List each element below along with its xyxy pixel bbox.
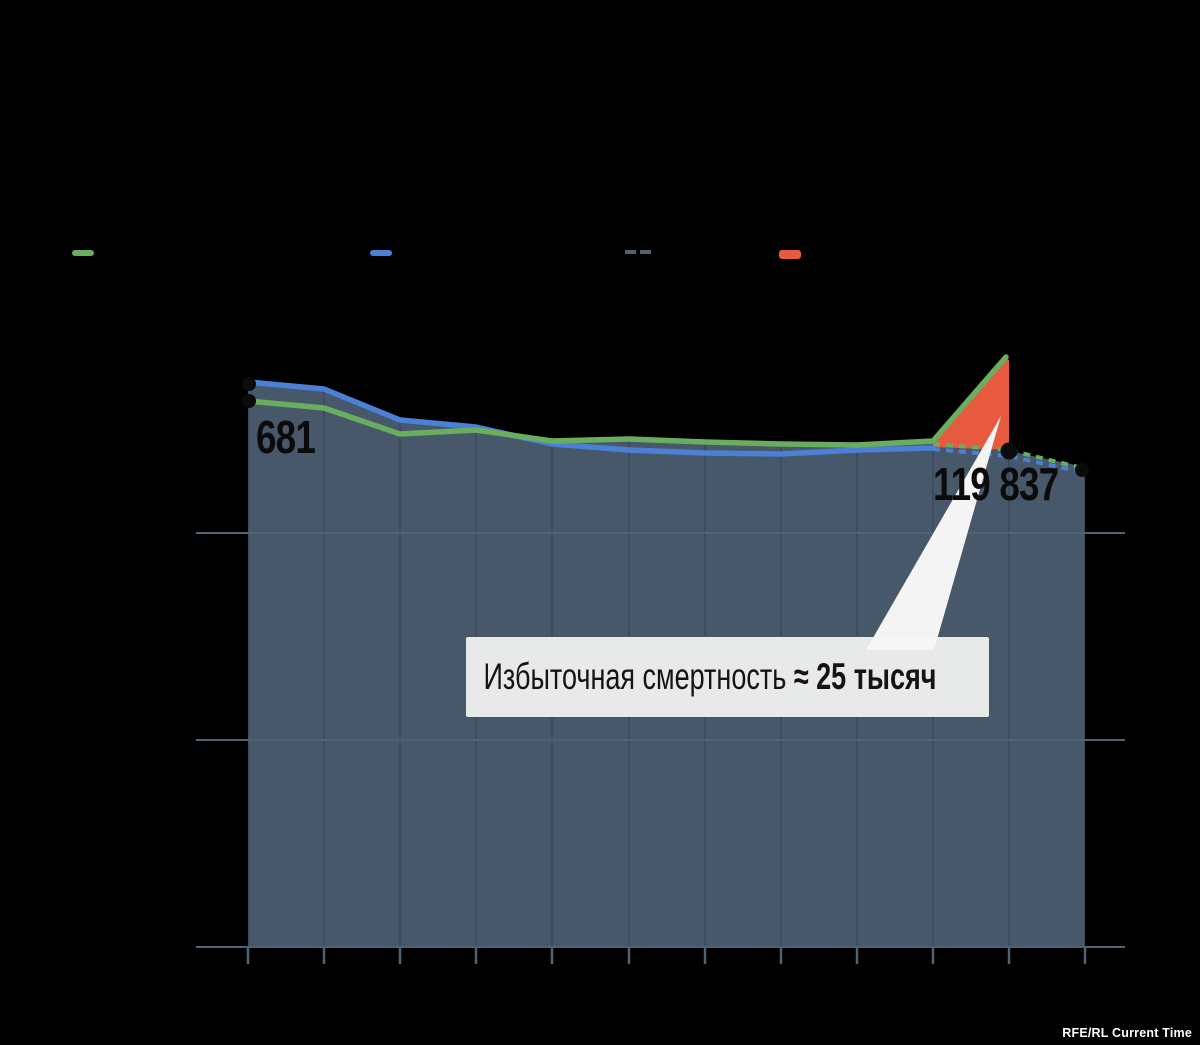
annotation-box: Избыточная смертность ≈ 25 тысяч xyxy=(466,637,989,717)
data-dot xyxy=(1000,442,1018,460)
data-dot xyxy=(242,377,256,391)
annotation-text-bold: ≈ 25 тысяч xyxy=(793,656,937,697)
data-dot xyxy=(242,394,256,408)
excess-area xyxy=(933,357,1009,450)
annotation-text-regular: Избыточная смертность xyxy=(483,656,794,697)
line-green-solid xyxy=(245,354,1009,448)
data-dot xyxy=(1075,463,1089,477)
annotation-text: Избыточная смертность ≈ 25 тысяч xyxy=(466,656,937,698)
line-blue-solid xyxy=(245,379,936,457)
point-label-right: 119 837 xyxy=(933,458,1059,510)
point-label-left: 681 xyxy=(256,411,316,463)
watermark: RFE/RL Current Time xyxy=(1062,1026,1192,1040)
callout-beam xyxy=(866,416,1001,650)
